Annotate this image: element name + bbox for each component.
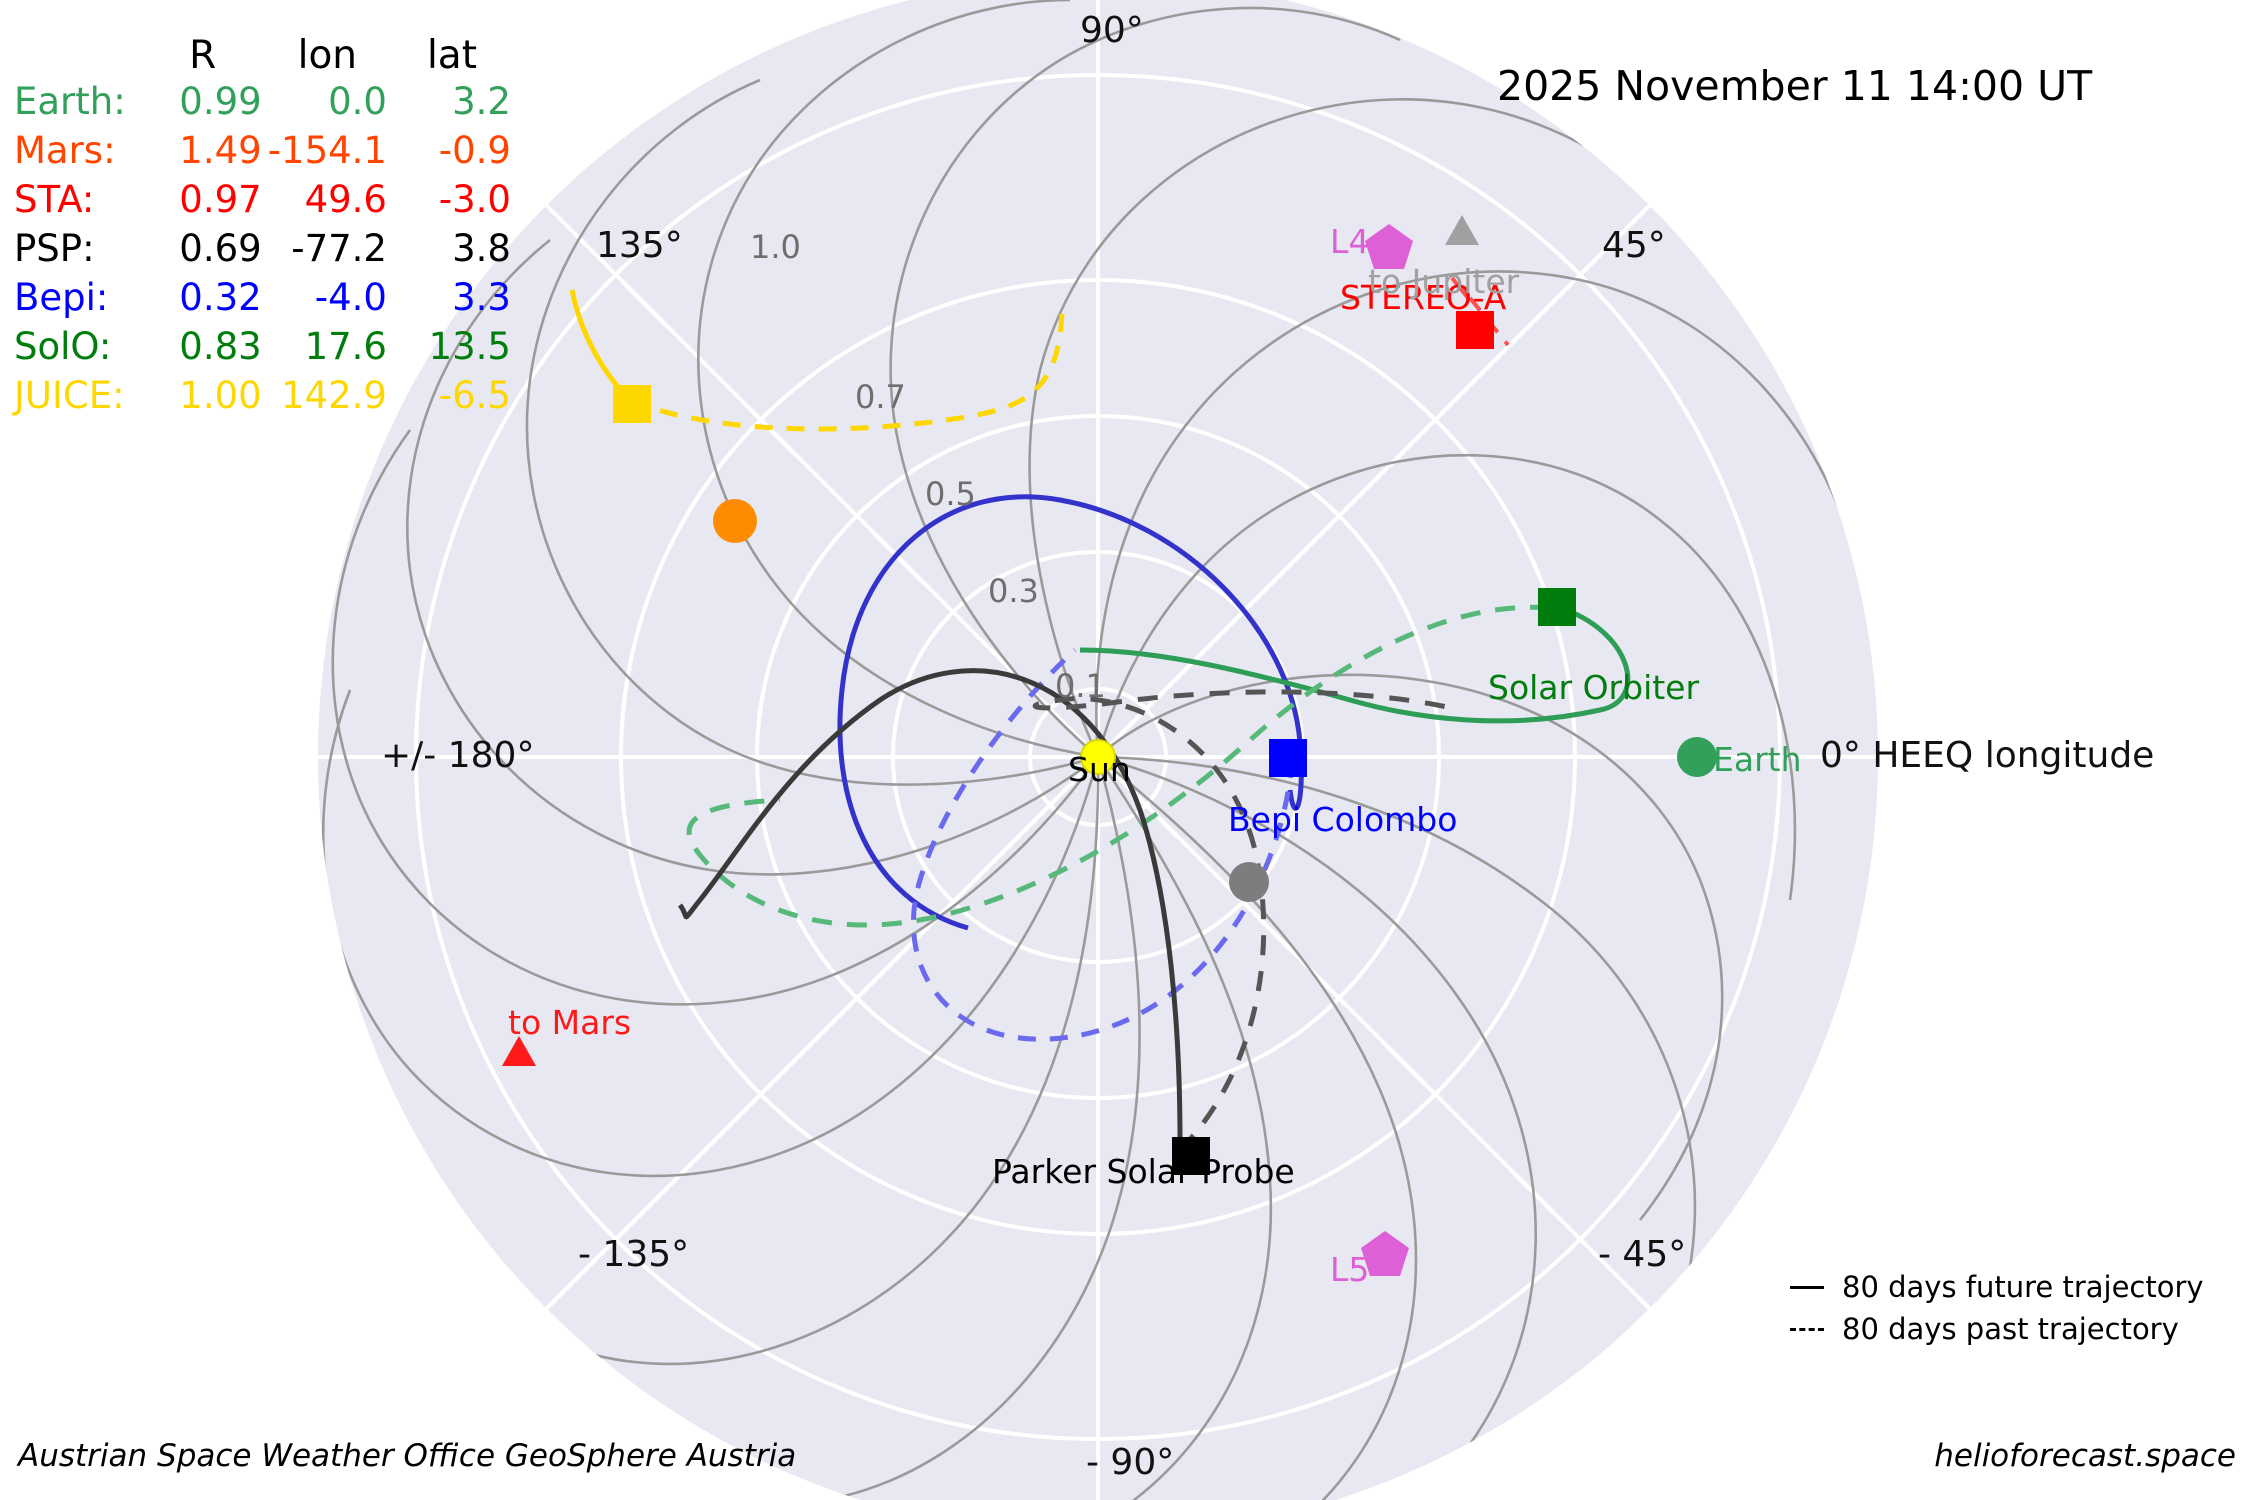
plot-title: 2025 November 11 14:00 UT	[1497, 62, 2093, 110]
table-row: SolO: 0.83 17.6 13.5	[14, 322, 517, 371]
psp-marker	[1172, 1137, 1210, 1175]
row-R: 0.69	[179, 227, 262, 270]
row-R: 1.00	[179, 374, 262, 417]
row-lon: -77.2	[291, 227, 387, 270]
table-row: PSP: 0.69 -77.2 3.8	[14, 224, 517, 273]
row-lat: 3.8	[452, 227, 511, 270]
radial-tick-0.7: 0.7	[855, 378, 906, 416]
axis-label-180: +/- 180°	[381, 735, 535, 776]
row-name: STA:	[14, 178, 95, 221]
row-R: 0.83	[179, 325, 262, 368]
table-row: Earth: 0.99 0.0 3.2	[14, 77, 517, 126]
mercury-marker	[1229, 862, 1269, 902]
row-lon: 0.0	[328, 80, 387, 123]
juice-past-trajectory	[629, 309, 1065, 432]
axis-label-minus135: - 135°	[578, 1234, 690, 1275]
earth-label: Earth	[1713, 740, 1802, 779]
bepi-colombo-marker	[1269, 739, 1307, 777]
to-jupiter-marker	[1445, 215, 1479, 245]
legend-past-label: 80 days past trajectory	[1842, 1312, 2179, 1346]
bepi-colombo-label: Bepi Colombo	[1228, 800, 1458, 839]
row-lat: -3.0	[438, 178, 511, 221]
ephemeris-table: R lon lat Earth: 0.99 0.0 3.2 Mars: 1.49 -154.…	[14, 30, 517, 420]
row-lat: 3.3	[452, 276, 511, 319]
l4-label: L4	[1330, 222, 1370, 261]
row-name: Bepi:	[14, 276, 109, 319]
row-name: PSP:	[14, 227, 95, 270]
stereo-a-future-trajectory	[1450, 276, 1470, 300]
credit-right[interactable]: helioforecast.space	[1934, 1438, 2236, 1474]
axis-label-minus90: - 90°	[1086, 1442, 1175, 1483]
header-R: R	[189, 33, 217, 78]
table-row: Mars: 1.49 -154.1 -0.9	[14, 126, 517, 175]
row-R: 0.32	[179, 276, 262, 319]
earth-marker	[1677, 737, 1717, 777]
to-mars-label: to Mars	[508, 1003, 632, 1042]
row-lon: -154.1	[267, 129, 387, 172]
juice-marker	[613, 385, 651, 423]
row-lon: -4.0	[314, 276, 387, 319]
sun-label: Sun	[1068, 750, 1131, 789]
sun-marker	[1080, 739, 1116, 775]
solo-past-trajectory	[686, 604, 1551, 928]
table-header-row: R lon lat	[14, 30, 517, 77]
axis-label-135: 135°	[596, 225, 683, 266]
credit-left: Austrian Space Weather Office GeoSphere …	[18, 1438, 797, 1474]
row-lon: 142.9	[281, 374, 387, 417]
solar-orbiter-label: Solar Orbiter	[1488, 668, 1700, 707]
row-lat: -6.5	[438, 374, 511, 417]
axis-label-minus45: - 45°	[1598, 1234, 1687, 1275]
stereo-a-marker	[1456, 311, 1494, 349]
l5-marker	[1361, 1231, 1409, 1276]
l5-label: L5	[1330, 1250, 1370, 1289]
mars-marker	[713, 499, 757, 543]
header-lon: lon	[297, 33, 358, 78]
row-R: 0.99	[179, 80, 262, 123]
row-lat: -0.9	[438, 129, 511, 172]
radial-tick-0.1: 0.1	[1055, 667, 1106, 705]
dashed-line-icon	[1790, 1327, 1824, 1331]
header-blank	[14, 30, 144, 77]
table-row: JUICE: 1.00 142.9 -6.5	[14, 371, 517, 420]
legend-future-label: 80 days future trajectory	[1842, 1270, 2204, 1304]
row-lat: 13.5	[428, 325, 511, 368]
row-name: Mars:	[14, 129, 116, 172]
solo-future-trajectory	[1079, 605, 1631, 724]
radial-tick-1.0: 1.0	[750, 228, 801, 266]
table-row: Bepi: 0.32 -4.0 3.3	[14, 273, 517, 322]
row-name: Earth:	[14, 80, 126, 123]
row-lat: 3.2	[452, 80, 511, 123]
axis-label-90: 90°	[1080, 10, 1144, 51]
solar-orbiter-marker	[1538, 588, 1576, 626]
header-lat: lat	[426, 33, 477, 78]
trajectory-legend: 80 days future trajectory 80 days past t…	[1790, 1270, 2204, 1354]
stereo-a-label: STEREO-A	[1340, 278, 1507, 317]
row-lon: 17.6	[304, 325, 387, 368]
solid-line-icon	[1790, 1285, 1824, 1289]
row-R: 1.49	[179, 129, 262, 172]
legend-item-future: 80 days future trajectory	[1790, 1270, 2204, 1304]
to-jupiter-label: to Jupiter	[1368, 262, 1520, 301]
axis-label-0-heeq: 0° HEEQ longitude	[1820, 735, 2155, 776]
row-name: SolO:	[14, 325, 112, 368]
row-lon: 49.6	[304, 178, 387, 221]
axis-label-45: 45°	[1602, 225, 1666, 266]
l4-marker	[1365, 224, 1413, 269]
psp-future-trajectory	[677, 668, 1183, 1141]
radial-tick-0.5: 0.5	[925, 475, 976, 513]
table-row: STA: 0.97 49.6 -3.0	[14, 175, 517, 224]
psp-label: Parker Solar Probe	[992, 1152, 1295, 1191]
row-name: JUICE:	[14, 374, 125, 417]
angular-gridlines	[318, 0, 1878, 1500]
legend-item-past: 80 days past trajectory	[1790, 1312, 2204, 1346]
psp-past-trajectory	[1032, 689, 1461, 1152]
bepi-past-trajectory	[910, 648, 1295, 1042]
to-mars-marker	[502, 1036, 536, 1066]
row-R: 0.97	[179, 178, 262, 221]
radial-tick-0.3: 0.3	[988, 572, 1039, 610]
